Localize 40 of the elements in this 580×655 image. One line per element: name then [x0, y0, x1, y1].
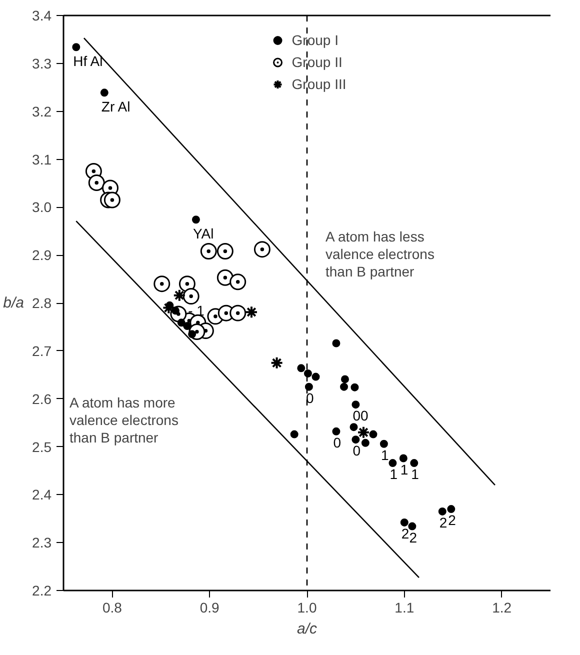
y-tick-label: 3.0 — [32, 199, 52, 216]
x-tick-label: 0.9 — [200, 600, 220, 616]
y-tick-label: 2.4 — [32, 486, 52, 503]
x-tick-label: 0.8 — [102, 600, 122, 616]
y-tick-label: 2.7 — [32, 342, 52, 359]
legend-label: Group III — [292, 76, 346, 92]
annotation: 2 — [439, 514, 448, 530]
annotation: 0 — [333, 434, 342, 450]
x-axis-title: a/c — [296, 620, 318, 638]
annotation: 0 — [352, 442, 361, 459]
y-tick-label: 3.3 — [32, 55, 52, 72]
annotation: 1 — [380, 446, 389, 463]
annotation: Zr Al — [101, 98, 130, 115]
y-tick-label: 2.2 — [32, 582, 52, 598]
annotation: A atom has more valence electrons than B partner — [70, 394, 178, 446]
y-tick-label: 3.1 — [32, 151, 52, 168]
x-tick-label: 1.2 — [492, 600, 512, 616]
annotation: Hf Al — [73, 53, 103, 70]
legend-label: Group II — [292, 54, 342, 70]
annotation: 1 — [411, 466, 420, 482]
annotation: A atom has less valence electrons than B partner — [326, 228, 434, 280]
y-tick-label: 2.6 — [32, 390, 52, 407]
x-tick-label: 1.0 — [297, 600, 317, 616]
annotation: 0 — [306, 390, 314, 406]
annotation: 2 — [409, 529, 418, 546]
annotation: 00 — [352, 408, 368, 424]
annotation: 2 — [448, 512, 456, 528]
y-tick-label: 2.3 — [32, 534, 52, 551]
annotation: 1 — [400, 461, 408, 478]
legend-label: Group I — [292, 32, 338, 48]
y-tick-label: 2.8 — [32, 295, 52, 311]
annotation: YAl — [192, 226, 214, 242]
x-tick-label: 1.1 — [394, 600, 414, 616]
annotation: 1 — [390, 466, 398, 482]
y-tick-label: 3.4 — [32, 8, 52, 24]
y-tick-label: 2.9 — [32, 247, 52, 264]
y-tick-label: 3.2 — [32, 103, 52, 120]
y-axis-title: b/a — [3, 294, 24, 312]
y-tick-label: 2.5 — [32, 438, 52, 455]
annotation: 2 — [401, 525, 410, 542]
